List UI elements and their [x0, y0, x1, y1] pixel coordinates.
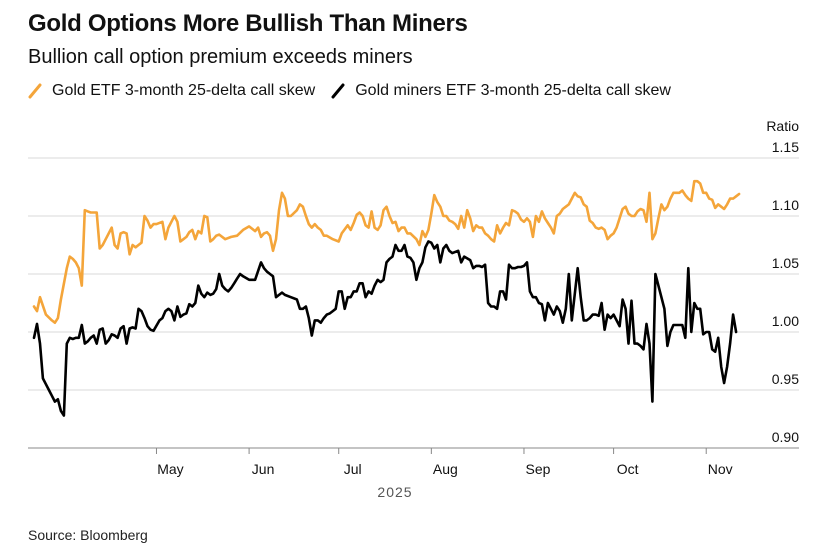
- y-tick-label: 0.95: [772, 371, 799, 387]
- x-axis-year-label: 2025: [377, 484, 412, 500]
- series-lines: [32, 179, 741, 417]
- x-tick-label: Jun: [252, 461, 275, 477]
- y-tick-label: 1.00: [772, 313, 799, 329]
- legend: Gold ETF 3-month 25-delta call skew Gold…: [28, 82, 687, 100]
- legend-label-gold-etf: Gold ETF 3-month 25-delta call skew: [52, 82, 316, 99]
- chart-title: Gold Options More Bullish Than Miners: [28, 10, 468, 37]
- x-tick-label: Oct: [617, 461, 639, 477]
- y-axis-label: Ratio: [766, 118, 799, 134]
- x-tick-label: Sep: [526, 461, 551, 477]
- x-tick-label: Jul: [344, 461, 362, 477]
- x-axis-ticks: May Jun Jul Aug Sep Oct Nov: [155, 448, 733, 477]
- legend-swatch-gold-miners-etf: [331, 83, 345, 99]
- series-line-gold-miners-etf: [32, 240, 738, 417]
- legend-item-gold-etf: Gold ETF 3-month 25-delta call skew: [28, 82, 315, 100]
- legend-swatch-gold-etf: [28, 83, 42, 99]
- y-tick-label: 1.15: [772, 139, 799, 155]
- y-axis-ticks: 1.15 1.10 1.05 1.00 0.95 0.90: [772, 139, 799, 445]
- x-tick-label: Aug: [433, 461, 458, 477]
- y-tick-label: 1.10: [772, 197, 799, 213]
- y-tick-label: 1.05: [772, 255, 799, 271]
- source-note: Source: Bloomberg: [28, 527, 148, 543]
- gridlines: [28, 157, 799, 449]
- legend-label-gold-miners-etf: Gold miners ETF 3-month 25-delta call sk…: [355, 82, 671, 99]
- series-line-gold-etf: [32, 179, 741, 324]
- x-tick-label: Nov: [708, 461, 733, 477]
- chart-subtitle: Bullion call option premium exceeds mine…: [28, 46, 413, 68]
- legend-item-gold-miners-etf: Gold miners ETF 3-month 25-delta call sk…: [331, 82, 671, 100]
- y-tick-label: 0.90: [772, 429, 799, 445]
- x-tick-label: May: [157, 461, 183, 477]
